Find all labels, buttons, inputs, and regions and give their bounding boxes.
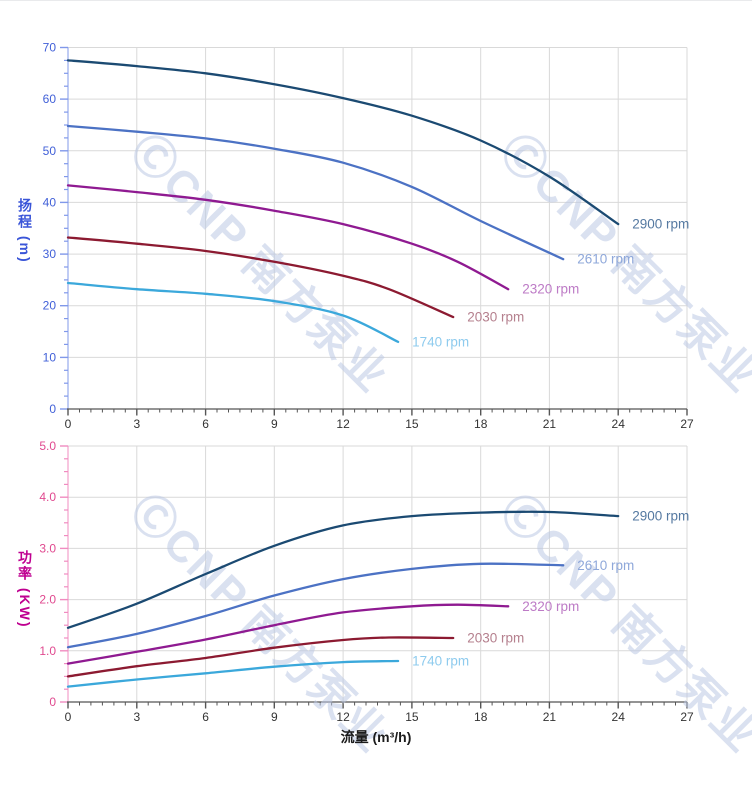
- curve-label-2610-rpm: 2610 rpm: [577, 252, 634, 267]
- x-tick-label: 27: [680, 417, 694, 431]
- x-tick-label: 0: [65, 417, 72, 431]
- x-tick-label: 24: [612, 710, 626, 724]
- curve-label-2900-rpm: 2900 rpm: [632, 217, 689, 232]
- curve-1740-rpm: [66, 659, 400, 688]
- y-tick-label: 1.0: [39, 644, 56, 658]
- curve-1740-rpm: [66, 281, 400, 344]
- x-tick-label: 6: [202, 710, 209, 724]
- curve-2030-rpm: [66, 636, 455, 678]
- curve-2900-rpm: [66, 510, 620, 629]
- y-tick-label: 4.0: [39, 490, 56, 504]
- curve-label-2320-rpm: 2320 rpm: [522, 282, 579, 297]
- curve-label-2030-rpm: 2030 rpm: [467, 631, 524, 646]
- y-tick-label: 0: [49, 695, 56, 709]
- curve-label-1740-rpm: 1740 rpm: [412, 334, 469, 349]
- y-tick-label: 5.0: [39, 439, 56, 453]
- x-tick-label: 18: [474, 417, 488, 431]
- x-tick-label: 9: [271, 417, 278, 431]
- flow-x-axis-title: 流量 (m³/h): [340, 729, 412, 745]
- curve-label-2320-rpm: 2320 rpm: [522, 599, 579, 614]
- y-tick-label: 10: [43, 350, 57, 364]
- curve-2610-rpm: [66, 124, 565, 261]
- x-tick-label: 3: [133, 417, 140, 431]
- curve-2320-rpm: [66, 603, 510, 665]
- y-tick-label: 70: [43, 41, 57, 55]
- curve-2900-rpm: [66, 59, 620, 226]
- x-tick-label: 12: [336, 710, 350, 724]
- y-tick-label: 40: [43, 195, 57, 209]
- y-tick-label: 60: [43, 92, 57, 106]
- y-tick-label: 2.0: [39, 593, 56, 607]
- y-tick-label: 30: [43, 247, 57, 261]
- x-tick-label: 21: [543, 417, 557, 431]
- x-tick-label: 21: [543, 710, 557, 724]
- y-tick-label: 3.0: [39, 541, 56, 555]
- x-tick-label: 3: [133, 710, 140, 724]
- cnp-watermark: ⒸCNP 南方泵业: [121, 485, 398, 762]
- y-tick-label: 20: [43, 299, 57, 313]
- head-y-axis-title: 扬程 (m): [17, 198, 33, 264]
- curve-2030-rpm: [66, 236, 455, 319]
- power-y-axis-title: 功率 (KW): [17, 550, 33, 629]
- x-tick-label: 0: [65, 710, 72, 724]
- curve-label-2900-rpm: 2900 rpm: [632, 509, 689, 524]
- curve-label-2610-rpm: 2610 rpm: [577, 558, 634, 573]
- curve-2610-rpm: [66, 562, 565, 649]
- x-tick-label: 15: [405, 417, 419, 431]
- x-tick-label: 12: [336, 417, 350, 431]
- x-tick-label: 24: [612, 417, 626, 431]
- y-tick-label: 50: [43, 144, 57, 158]
- curve-2320-rpm: [66, 184, 510, 291]
- x-tick-label: 9: [271, 710, 278, 724]
- x-tick-label: 27: [680, 710, 694, 724]
- curve-label-2030-rpm: 2030 rpm: [467, 310, 524, 325]
- x-tick-label: 6: [202, 417, 209, 431]
- x-tick-label: 18: [474, 710, 488, 724]
- x-tick-label: 15: [405, 710, 419, 724]
- curve-label-1740-rpm: 1740 rpm: [412, 654, 469, 669]
- y-tick-label: 0: [49, 402, 56, 416]
